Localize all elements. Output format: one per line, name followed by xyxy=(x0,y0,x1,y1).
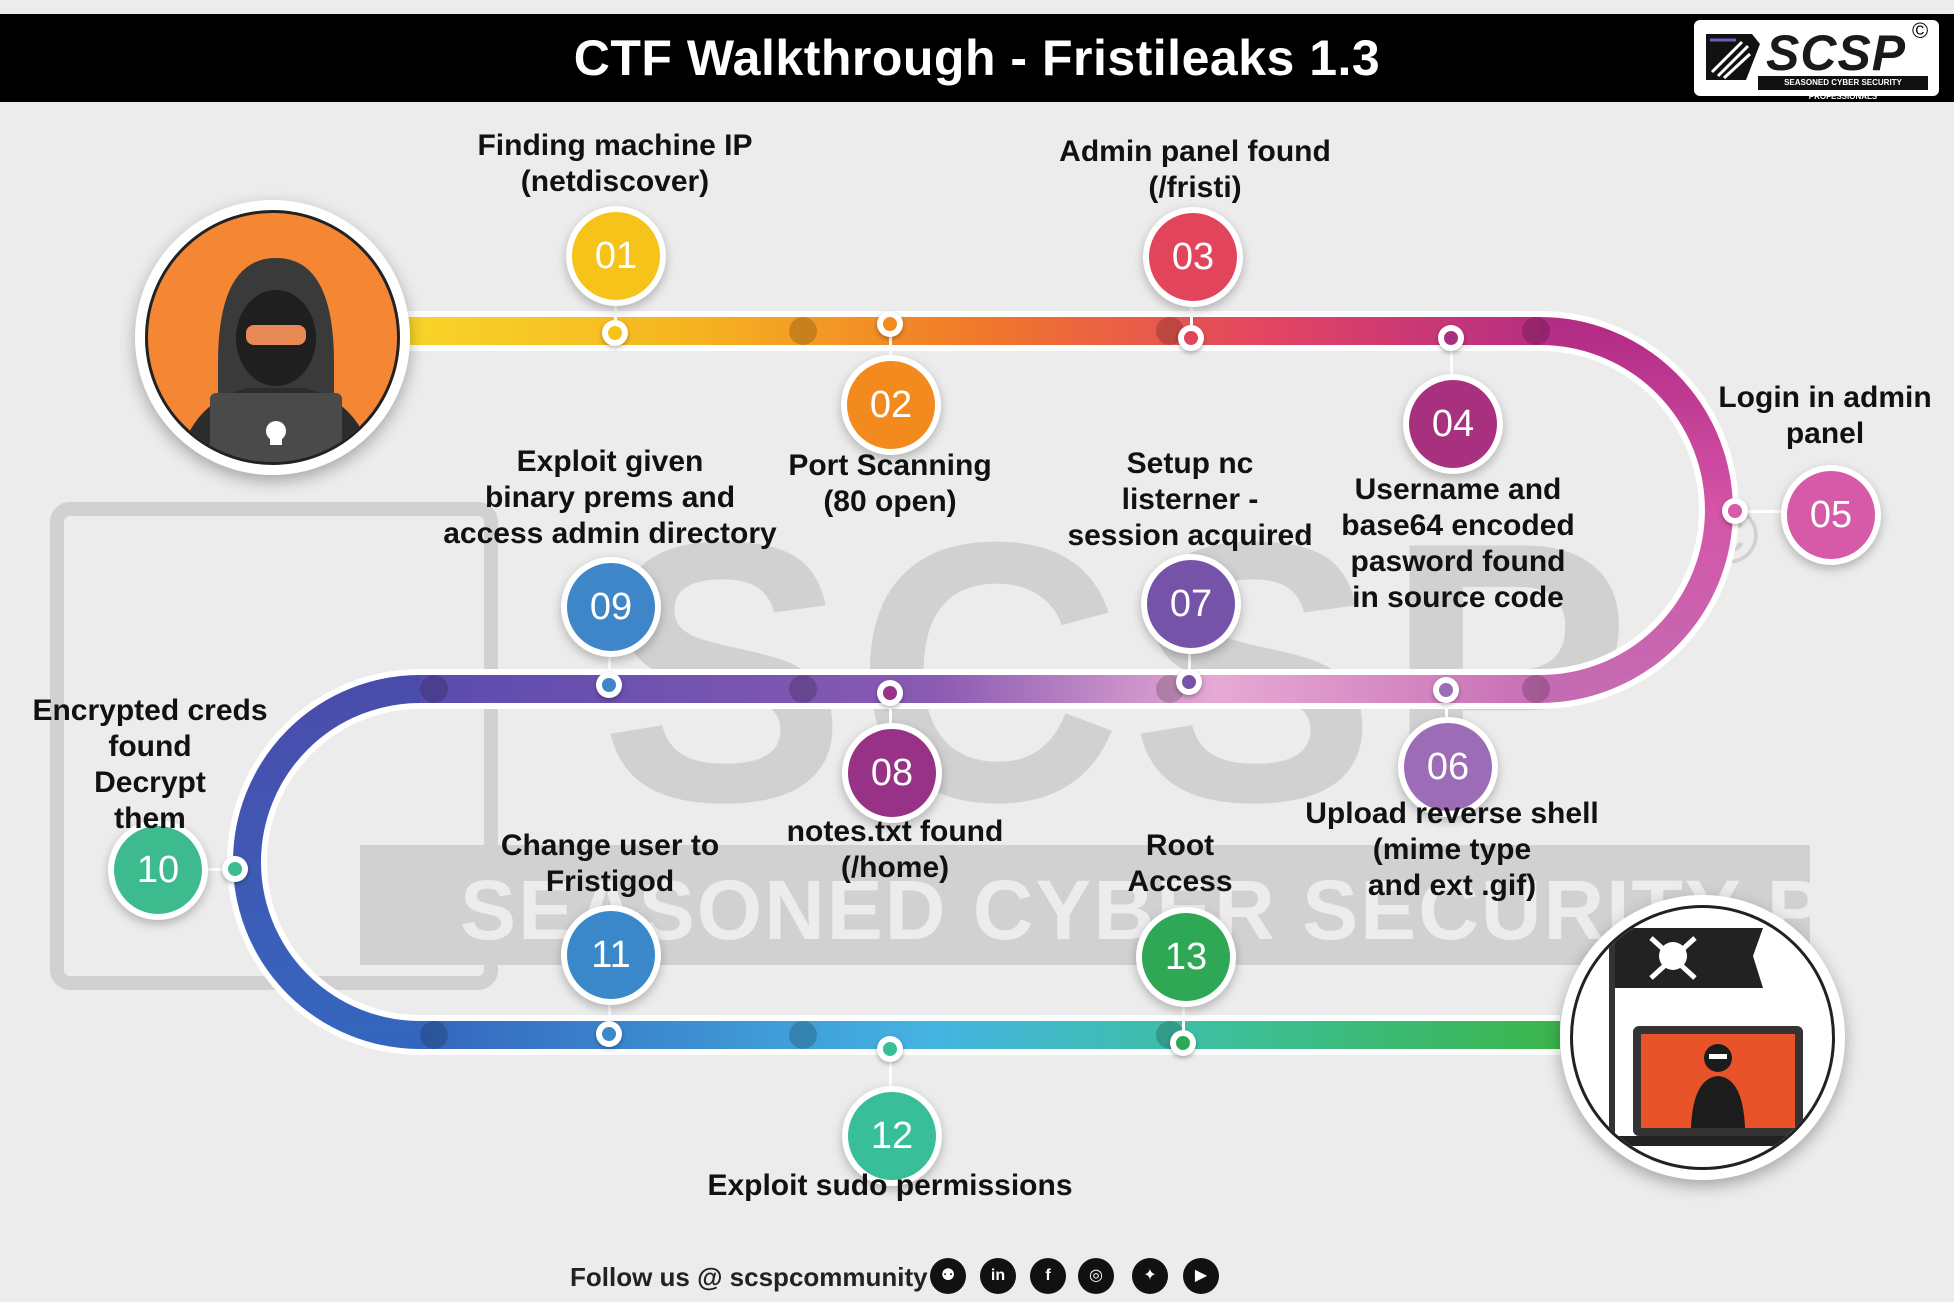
step-badge-04: 04 xyxy=(1403,374,1503,474)
step-connector xyxy=(889,706,892,723)
step-node-07 xyxy=(1176,669,1202,695)
step-badge-06: 06 xyxy=(1398,717,1498,817)
step-connector xyxy=(1445,703,1448,717)
step-connector xyxy=(614,306,617,320)
step-node-13 xyxy=(1170,1030,1196,1056)
step-node-04 xyxy=(1438,325,1464,351)
step-connector xyxy=(1190,307,1193,325)
step-node-12 xyxy=(877,1036,903,1062)
step-node-05 xyxy=(1722,498,1748,524)
follow-text: Follow us @ scspcommunity xyxy=(570,1262,928,1292)
step-badge-10: 10 xyxy=(108,820,208,920)
step-badge-02: 02 xyxy=(841,355,941,455)
step-label-10: Encrypted creds found Decrypt them xyxy=(32,694,268,835)
step-connector xyxy=(608,1005,611,1021)
step-label-02: Port Scanning (80 open) xyxy=(788,449,992,518)
facebook-icon[interactable]: f xyxy=(1030,1258,1066,1294)
github-icon[interactable]: ⚉ xyxy=(930,1258,966,1294)
step-label-07: Setup nc listerner - session acquired xyxy=(1067,447,1313,552)
step-label-09: Exploit given binary prems and access ad… xyxy=(443,445,777,550)
step-badge-05: 05 xyxy=(1781,465,1881,565)
step-badge-03: 03 xyxy=(1143,207,1243,307)
step-node-03 xyxy=(1178,325,1204,351)
page-title: CTF Walkthrough - Fristileaks 1.3 xyxy=(573,30,1381,86)
pirate-flag-laptop-icon xyxy=(1609,928,1823,1158)
step-connector xyxy=(889,1062,892,1086)
hooded-hacker-icon xyxy=(179,258,373,462)
step-node-11 xyxy=(596,1021,622,1047)
instagram-icon[interactable]: ◎ xyxy=(1078,1258,1114,1294)
youtube-icon[interactable]: ▶ xyxy=(1183,1258,1219,1294)
step-badge-11: 11 xyxy=(561,905,661,1005)
step-label-11: Change user to Fristigod xyxy=(500,829,720,898)
shield-logo-icon xyxy=(1706,34,1760,80)
step-label-01: Finding machine IP (netdiscover) xyxy=(477,129,753,198)
header-bar: CTF Walkthrough - Fristileaks 1.3 xyxy=(0,14,1954,102)
step-connector xyxy=(608,657,611,672)
hacker-avatar xyxy=(135,200,410,475)
step-label-03: Admin panel found (/fristi) xyxy=(1059,135,1331,204)
step-node-09 xyxy=(596,672,622,698)
step-badge-12: 12 xyxy=(842,1086,942,1186)
step-badge-01: 01 xyxy=(566,206,666,306)
step-node-01 xyxy=(602,320,628,346)
step-label-06: Upload reverse shell (mime type and ext … xyxy=(1305,797,1599,902)
step-label-05: Login in admin panel xyxy=(1718,381,1932,450)
scsp-logo: SCSP SEASONED CYBER SECURITY PROFESSIONA… xyxy=(1694,20,1939,101)
logo-tagline: SEASONED CYBER SECURITY PROFESSIONALS xyxy=(1758,76,1928,101)
step-label-13: Root Access xyxy=(1127,829,1233,898)
step-connector xyxy=(208,868,222,871)
linkedin-icon[interactable]: in xyxy=(980,1258,1016,1294)
step-connector xyxy=(1188,654,1191,669)
step-badge-08: 08 xyxy=(842,723,942,823)
step-connector xyxy=(889,337,892,355)
step-connector xyxy=(1748,510,1781,513)
step-badge-07: 07 xyxy=(1141,554,1241,654)
copyright-icon: © xyxy=(1912,18,1929,43)
step-label-04: Username and base64 encoded pasword foun… xyxy=(1341,473,1575,614)
pirate-laptop-illustration xyxy=(1560,895,1845,1180)
step-node-06 xyxy=(1433,677,1459,703)
step-node-02 xyxy=(877,311,903,337)
twitter-icon[interactable]: ✦ xyxy=(1132,1258,1168,1294)
logo-name: SCSP xyxy=(1766,25,1907,81)
step-badge-09: 09 xyxy=(561,557,661,657)
step-connector xyxy=(1182,1007,1185,1030)
step-connector xyxy=(1450,351,1453,374)
step-label-12: Exploit sudo permissions xyxy=(707,1169,1073,1202)
step-node-10 xyxy=(222,856,248,882)
step-label-08: notes.txt found (/home) xyxy=(786,815,1004,884)
step-node-08 xyxy=(877,680,903,706)
step-badge-13: 13 xyxy=(1136,907,1236,1007)
